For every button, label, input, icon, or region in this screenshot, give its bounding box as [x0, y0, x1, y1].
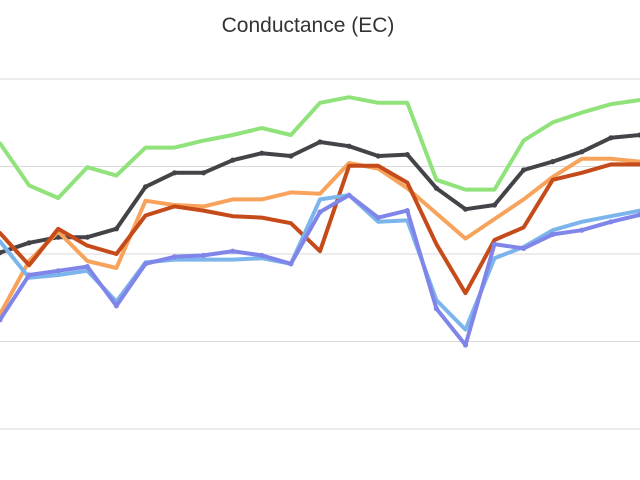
data-point[interactable] — [171, 254, 178, 260]
series-6 — [0, 192, 640, 348]
series-line-6 — [0, 193, 640, 347]
data-point[interactable] — [579, 227, 585, 233]
data-point[interactable] — [259, 150, 265, 156]
data-point[interactable] — [491, 202, 498, 208]
data-point[interactable] — [637, 212, 640, 218]
data-point[interactable] — [550, 231, 556, 237]
data-point[interactable] — [230, 248, 236, 254]
data-point[interactable] — [26, 272, 32, 278]
data-point[interactable] — [55, 268, 61, 274]
data-point[interactable] — [637, 132, 640, 138]
data-point[interactable] — [0, 250, 3, 256]
data-point[interactable] — [550, 159, 556, 165]
data-point[interactable] — [259, 252, 265, 258]
series-layer — [0, 95, 640, 348]
data-point[interactable] — [521, 167, 527, 173]
series-line-3 — [0, 156, 640, 317]
data-point[interactable] — [608, 219, 614, 225]
data-point[interactable] — [375, 215, 381, 221]
gridlines — [0, 78, 640, 430]
data-point[interactable] — [142, 184, 149, 190]
data-point[interactable] — [462, 342, 469, 348]
data-point[interactable] — [201, 170, 207, 176]
series-3 — [0, 156, 640, 317]
data-point[interactable] — [0, 317, 3, 323]
data-point[interactable] — [521, 245, 527, 251]
data-point[interactable] — [404, 152, 410, 158]
data-point[interactable] — [346, 192, 352, 198]
data-point[interactable] — [55, 234, 61, 240]
data-point[interactable] — [317, 209, 323, 215]
data-point[interactable] — [288, 261, 294, 267]
data-point[interactable] — [113, 226, 119, 232]
series-line-1 — [0, 95, 640, 200]
data-point[interactable] — [346, 143, 352, 149]
data-point[interactable] — [142, 261, 149, 267]
data-point[interactable] — [491, 241, 498, 247]
data-point[interactable] — [433, 306, 439, 312]
data-point[interactable] — [288, 153, 294, 159]
data-point[interactable] — [171, 170, 178, 176]
data-point[interactable] — [404, 208, 410, 214]
series-1 — [0, 95, 640, 200]
data-point[interactable] — [608, 135, 614, 141]
data-point[interactable] — [579, 149, 585, 155]
series-2 — [0, 132, 640, 256]
data-point[interactable] — [462, 206, 469, 212]
data-point[interactable] — [113, 303, 119, 309]
data-point[interactable] — [201, 252, 207, 258]
chart-title: Conductance (EC) — [221, 14, 395, 37]
data-point[interactable] — [433, 185, 439, 191]
data-point[interactable] — [375, 153, 381, 159]
series-line-4 — [0, 162, 640, 296]
series-4 — [0, 162, 640, 296]
data-point[interactable] — [317, 139, 323, 145]
data-point[interactable] — [26, 240, 32, 246]
data-point[interactable] — [84, 234, 90, 240]
data-point[interactable] — [84, 264, 90, 270]
data-point[interactable] — [230, 157, 236, 163]
